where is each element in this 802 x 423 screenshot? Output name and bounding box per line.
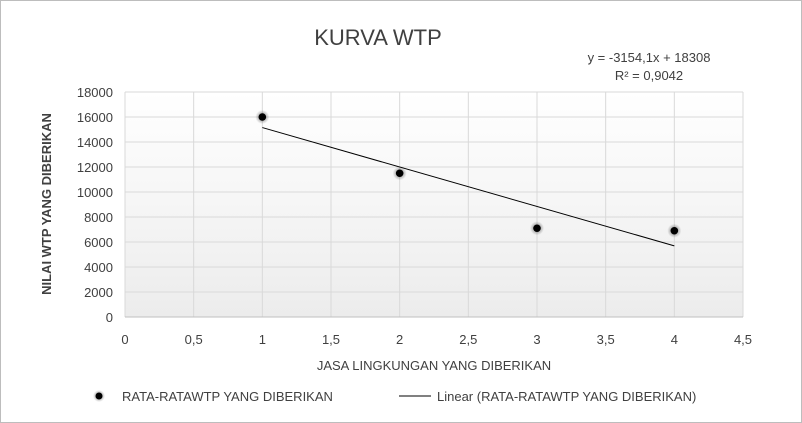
legend-marker-dot	[95, 392, 103, 400]
x-tick-label: 3	[533, 332, 540, 347]
data-point	[392, 166, 407, 181]
grid-lines	[124, 91, 744, 317]
data-point	[255, 110, 270, 124]
y-tick-label: 18000	[77, 85, 113, 100]
data-point	[530, 221, 544, 236]
x-tick-label: 1	[259, 332, 266, 347]
chart-title: KURVA WTP	[314, 25, 442, 50]
y-tick-label: 8000	[84, 210, 113, 225]
data-point	[667, 223, 682, 238]
y-tick-label: 10000	[77, 185, 113, 200]
y-tick-label: 12000	[77, 160, 113, 175]
y-axis-label: NILAI WTP YANG DIBERIKAN	[39, 113, 54, 295]
data-point-marker	[670, 226, 679, 235]
x-tick-label: 0,5	[185, 332, 203, 347]
trendline-r-squared: R² = 0,9042	[615, 68, 683, 83]
y-tick-label: 0	[106, 310, 113, 325]
data-point-marker	[258, 113, 267, 121]
legend-trendline-label: Linear (RATA-RATAWTP YANG DIBERIKAN)	[437, 389, 696, 404]
data-point-marker	[395, 169, 404, 178]
y-tick-label: 6000	[84, 235, 113, 250]
legend-series-label: RATA-RATAWTP YANG DIBERIKAN	[122, 389, 333, 404]
trendline-layer	[262, 127, 675, 247]
y-tick-label: 4000	[84, 260, 113, 275]
x-tick-label: 2,5	[459, 332, 477, 347]
trendline-equation: y = -3154,1x + 18308	[588, 50, 711, 65]
y-tick-label: 14000	[77, 135, 113, 150]
x-tick-label: 3,5	[597, 332, 615, 347]
x-axis-label: JASA LINGKUNGAN YANG DIBERIKAN	[317, 358, 551, 373]
legend: RATA-RATAWTP YANG DIBERIKAN Linear (RATA…	[93, 389, 696, 404]
x-tick-labels: 0 0,5 1 1,5 2 2,5 3 3,5 4 4,5	[121, 332, 752, 347]
plot-area	[125, 92, 743, 317]
data-points	[255, 110, 682, 238]
y-tick-label: 2000	[84, 285, 113, 300]
linear-trendline	[262, 127, 675, 247]
x-tick-label: 0	[121, 332, 128, 347]
x-tick-label: 4	[671, 332, 678, 347]
y-tick-labels: 0 2000 4000 6000 8000 10000 12000 14000 16000 180…	[77, 85, 113, 325]
y-tick-label: 16000	[77, 110, 113, 125]
x-tick-label: 2	[396, 332, 403, 347]
data-point-marker	[533, 224, 541, 233]
x-tick-label: 4,5	[734, 332, 752, 347]
x-tick-label: 1,5	[322, 332, 340, 347]
